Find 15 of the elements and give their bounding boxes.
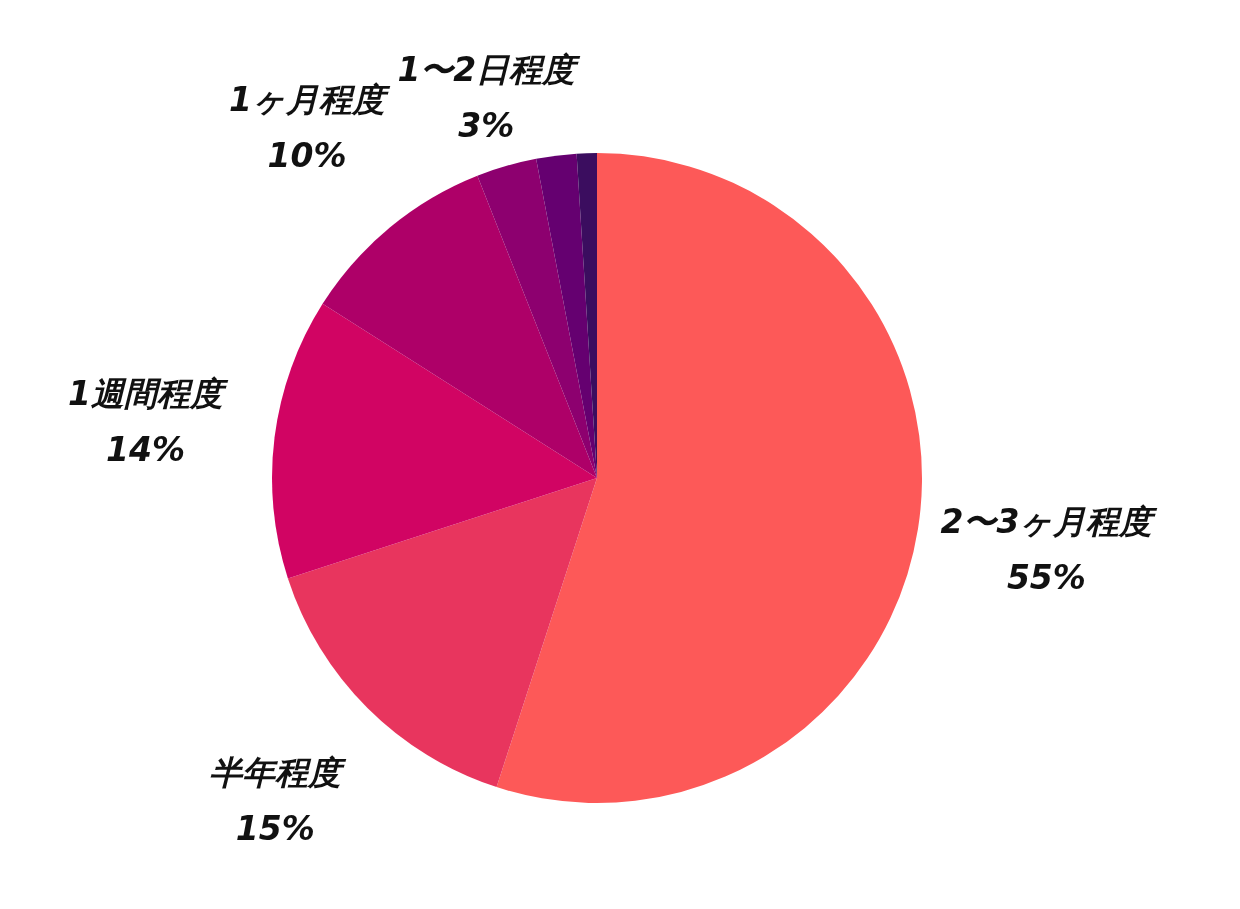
pie-slice [272,303,597,579]
pie-slice [322,175,597,478]
pie-slice [536,153,597,478]
data-label: 10% [267,136,347,176]
data-label: 14% [106,429,186,469]
slice-label: 1ヶ月程度 [228,80,391,120]
pie-slice [496,153,922,803]
slice-label: 1週間程度 [68,373,230,413]
slice-label: 1〜2日程度 [397,50,582,90]
slice-label: 2〜3ヶ月程度 [940,502,1159,542]
pie-slice [477,158,597,478]
data-label: 3% [458,106,515,146]
data-label: 55% [1006,558,1086,598]
slice-label: 半年程度 [209,752,348,792]
data-label: 15% [235,808,315,848]
